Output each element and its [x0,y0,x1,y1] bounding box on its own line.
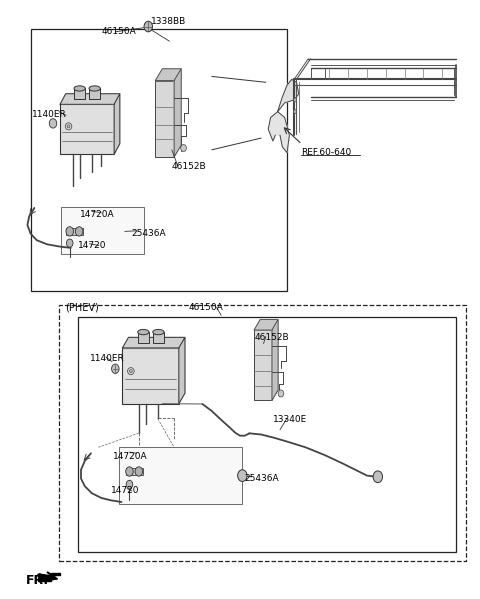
Circle shape [66,239,73,247]
Text: (PHEV): (PHEV) [65,302,99,312]
Ellipse shape [65,123,72,130]
Polygon shape [156,69,181,80]
Ellipse shape [89,86,100,91]
Circle shape [75,226,83,236]
Text: 14720: 14720 [110,486,139,495]
Ellipse shape [294,98,296,102]
Ellipse shape [128,368,134,374]
Ellipse shape [74,86,85,91]
Bar [66,228,83,235]
Polygon shape [114,94,120,154]
Polygon shape [174,69,181,157]
Bar [156,80,174,157]
Bar [59,305,466,561]
Text: REF.60-640: REF.60-640 [301,148,351,158]
Text: 14720: 14720 [78,241,106,250]
Bar [138,332,149,343]
Text: 46150A: 46150A [188,302,223,311]
Circle shape [181,144,186,152]
Text: 14720A: 14720A [113,452,148,461]
Text: 25436A: 25436A [132,229,167,238]
Ellipse shape [67,125,70,128]
Circle shape [126,480,133,489]
Ellipse shape [130,370,132,373]
Circle shape [49,119,57,128]
Ellipse shape [138,329,149,335]
Text: 1140ER: 1140ER [32,110,67,119]
Polygon shape [277,80,299,111]
Bar [61,207,144,254]
Bar [89,89,100,99]
Polygon shape [122,337,185,348]
Text: 25436A: 25436A [245,474,279,483]
Text: 14720A: 14720A [80,210,115,219]
Bar [153,332,164,343]
Circle shape [278,390,284,397]
Polygon shape [254,319,278,330]
Circle shape [238,470,247,482]
Polygon shape [272,319,278,401]
Bar [78,317,456,552]
Circle shape [373,471,383,483]
Text: 46150A: 46150A [101,28,136,37]
Polygon shape [179,337,185,404]
Text: FR.: FR. [26,574,49,586]
Circle shape [126,467,133,476]
Circle shape [135,467,143,476]
Bar [126,468,143,475]
Ellipse shape [153,329,164,335]
Bar [122,348,179,404]
Bar [119,447,242,504]
Circle shape [144,21,153,32]
Bar [74,89,85,99]
Bar [31,29,287,291]
Text: 1338BB: 1338BB [151,17,186,26]
Ellipse shape [294,110,296,114]
Text: 46152B: 46152B [254,333,289,342]
Circle shape [66,226,73,236]
Circle shape [111,364,119,373]
Bar [254,330,272,401]
Polygon shape [268,111,289,153]
Text: 46152B: 46152B [172,162,206,171]
Bar [60,104,114,154]
Polygon shape [38,573,60,581]
Polygon shape [60,94,120,104]
Text: 13340E: 13340E [273,415,307,424]
Text: 1140ER: 1140ER [89,353,124,363]
